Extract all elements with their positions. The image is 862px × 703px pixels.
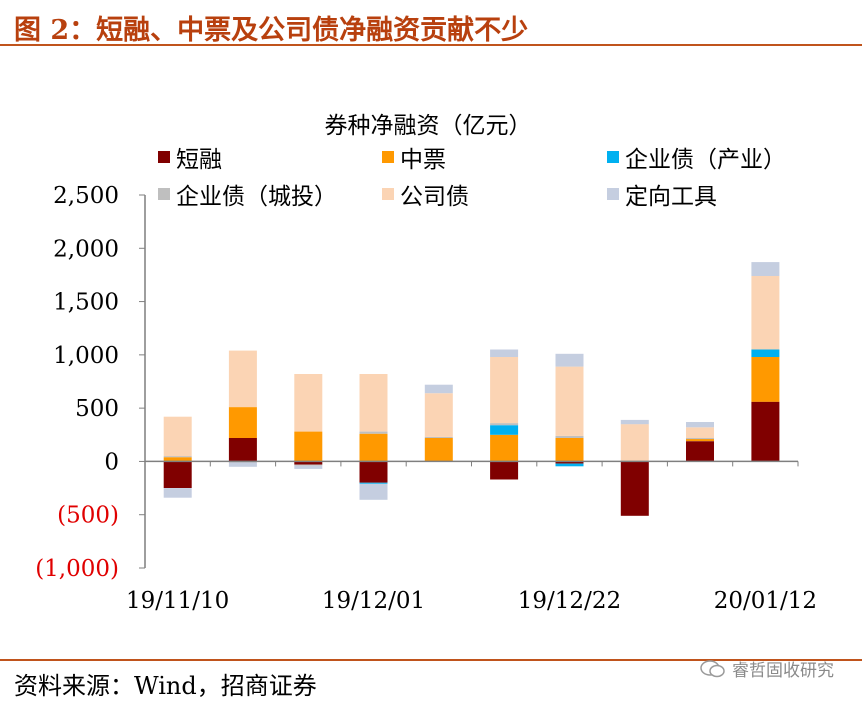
bar-segment (686, 422, 714, 428)
x-tick-label: 19/11/10 (126, 588, 229, 614)
y-tick-label: 500 (75, 396, 119, 422)
bar-segment (424, 436, 453, 438)
bar-segment (163, 456, 192, 458)
bar-segment (294, 374, 323, 432)
watermark-text: 睿哲固收研究 (732, 661, 834, 681)
bar-segment (228, 350, 257, 408)
legend-swatch (607, 151, 619, 163)
bar-segment (751, 349, 780, 357)
bar-segment (555, 435, 584, 438)
bar-segment (490, 425, 519, 435)
legend-label: 企业债（城投） (176, 184, 337, 210)
bar-segment (555, 438, 584, 462)
bars (163, 262, 780, 516)
x-tick-label: 20/01/12 (714, 588, 817, 614)
y-tick-label: (1,000) (35, 556, 119, 582)
legend-label: 中票 (400, 147, 446, 173)
legend-swatch (158, 188, 170, 200)
bar-segment (228, 407, 257, 438)
axes: 2,500 2,000 1,500 1,000 500 0 (500) (1,000) 19/1… (35, 183, 817, 614)
bar-segment (359, 433, 388, 462)
watermark: 睿哲固收研究 (700, 656, 834, 681)
legend-swatch (382, 151, 394, 163)
bar-segment (751, 276, 780, 350)
bar-segment (686, 438, 714, 440)
y-tick-label: 1,000 (53, 343, 119, 369)
legend: 短融 中票 企业债（产业） 企业债（城投） 公司债 定向工具 (158, 147, 786, 210)
source-note: 资料来源：Wind，招商证券 (14, 672, 317, 700)
bar-segment (294, 465, 323, 469)
y-tick-label: 2,500 (53, 183, 119, 209)
x-tick-label: 19/12/22 (518, 588, 621, 614)
bar-segment (751, 262, 780, 276)
y-tick-label: 0 (104, 449, 119, 475)
bar-segment (424, 438, 453, 462)
bar-segment (555, 353, 584, 367)
legend-swatch (607, 188, 619, 200)
bar-segment (490, 461, 519, 480)
bar-segment (294, 464, 323, 466)
legend-swatch (382, 188, 394, 200)
bar-segment (163, 461, 192, 488)
legend-label: 企业债（产业） (625, 147, 786, 173)
bar-segment (686, 427, 714, 438)
bar-segment (490, 434, 519, 462)
wechat-icon (700, 659, 725, 677)
legend-label: 短融 (176, 147, 222, 173)
legend-label: 公司债 (400, 184, 469, 210)
bar-segment (359, 431, 388, 434)
bar-segment (359, 482, 388, 484)
bar-segment (228, 462, 257, 467)
bar-segment (424, 384, 453, 394)
bar-segment (163, 416, 192, 457)
bar-segment (686, 441, 714, 462)
figure-title: 图 2：短融、中票及公司债净融资贡献不少 (14, 15, 529, 46)
x-tick-label: 19/12/01 (322, 588, 425, 614)
bar-segment (620, 424, 649, 462)
bar-segment (751, 357, 780, 402)
bar-segment (359, 374, 388, 432)
bar-segment (359, 461, 388, 483)
legend-label: 定向工具 (625, 184, 717, 210)
legend-swatch (158, 151, 170, 163)
bar-segment (751, 401, 780, 462)
chart-title: 券种净融资（亿元） (325, 113, 532, 139)
chart: 券种净融资（亿元） 短融 中票 企业债（产业） 企业债（城投） 公司债 定向工具 2,50… (35, 113, 817, 614)
bar-segment (555, 463, 584, 467)
y-tick-label: 2,000 (53, 236, 119, 262)
bar-segment (294, 431, 323, 462)
bar-segment (555, 461, 584, 464)
y-tick-label: 1,500 (53, 290, 119, 316)
bar-segment (686, 439, 714, 442)
bar-segment (620, 419, 649, 425)
bar-segment (163, 488, 192, 498)
bar-segment (490, 349, 519, 357)
bar-segment (620, 461, 649, 516)
title-divider (0, 44, 862, 46)
source-divider (0, 659, 862, 661)
bar-segment (490, 423, 519, 426)
bar-segment (359, 483, 388, 500)
y-tick-label: (500) (57, 503, 119, 529)
bar-segment (424, 393, 453, 437)
bar-segment (555, 366, 584, 436)
bar-segment (163, 457, 192, 462)
bar-segment (294, 461, 323, 465)
bar-segment (490, 357, 519, 424)
bar-segment (228, 438, 257, 462)
